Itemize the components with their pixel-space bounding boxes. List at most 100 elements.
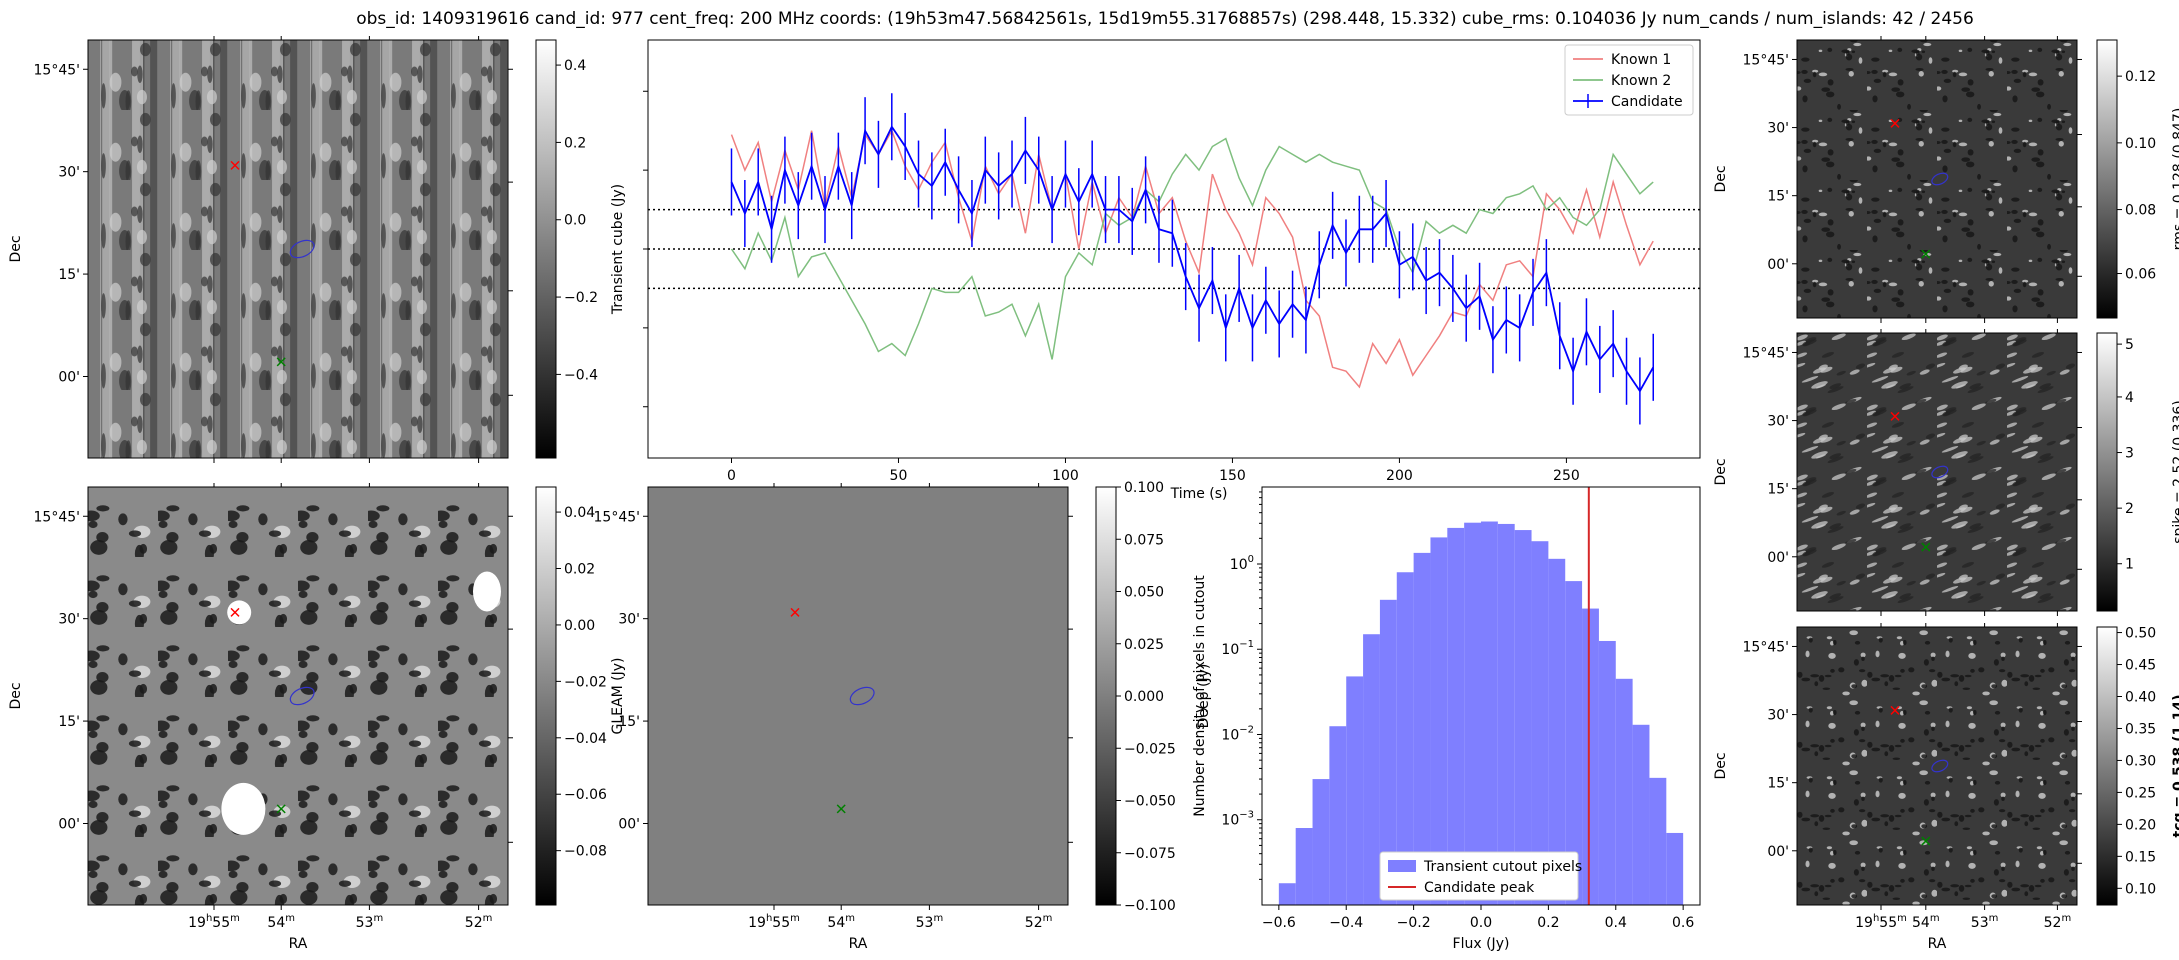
- histogram-bar: [1548, 558, 1566, 905]
- colorbar-label: Transient cube (Jy): [610, 184, 626, 315]
- dec-axis-label: Dec: [1713, 458, 1729, 485]
- histogram-bar: [1379, 599, 1397, 905]
- histogram-bar: [1598, 640, 1616, 905]
- colorbar-tick-label: 0.45: [2125, 658, 2156, 674]
- colorbar-label: tcg = 0.538 (1.14): [2171, 695, 2179, 838]
- known-source-2-marker: [276, 804, 286, 814]
- cutout-frame: [1796, 626, 2078, 906]
- y-tick-label: 10−3: [1221, 810, 1254, 829]
- cutout-frame: [87, 39, 509, 459]
- colorbar-label: rms = 0.128 (0.847): [2171, 108, 2179, 251]
- bright-source: [227, 600, 252, 625]
- x-tick-label: 200: [1386, 468, 1413, 484]
- known-source-2-marker: [1921, 249, 1931, 259]
- ra-tick-label: 52m: [2044, 913, 2072, 931]
- colorbar-tick-label: 0.50: [2125, 626, 2156, 642]
- histogram-bar: [1413, 552, 1431, 905]
- ra-tick-label: 19h55m: [748, 913, 800, 931]
- candidate-contour: [1931, 465, 1949, 479]
- series-line: [730, 125, 1654, 393]
- known-source-1-marker: [790, 607, 800, 617]
- dec-tick-label: 15': [1767, 482, 1789, 498]
- ra-tick-label: 53m: [356, 913, 384, 931]
- histogram-bar: [1481, 521, 1498, 905]
- colorbar-tick-label: 2: [2125, 501, 2134, 517]
- bright-source: [473, 571, 501, 612]
- figure-title: obs_id: 1409319616 cand_id: 977 cent_fre…: [356, 9, 1974, 29]
- colorbar-tick-label: 0.2: [564, 135, 586, 151]
- colorbar-tick-label: 5: [2125, 337, 2134, 353]
- series-line: [730, 137, 1654, 360]
- dec-tick-label: 15': [58, 267, 80, 283]
- dec-tick-label: 30': [58, 612, 80, 628]
- histogram-bar: [1329, 726, 1347, 905]
- ra-tick-label: 52m: [465, 913, 493, 931]
- legend-box: [1564, 44, 1694, 116]
- known-source-1-marker: [1890, 411, 1900, 421]
- colorbar-label: spike = 2.52 (0.336): [2171, 400, 2179, 544]
- known-source-1-marker: [230, 607, 240, 617]
- dec-tick-label: 15': [1767, 776, 1789, 792]
- dec-tick-label: 00': [1767, 257, 1789, 273]
- y-tick-label: 10−2: [1221, 724, 1254, 743]
- light-curve-panel: 0 50 100 150 200 250 Time (s) Known 1 Known 2 Can…: [643, 39, 1701, 502]
- colorbar-tick-label: 0.06: [2125, 267, 2156, 283]
- dec-tick-label: 15°45': [1743, 639, 1789, 655]
- colorbar-ramp: [535, 39, 557, 459]
- dec-tick-label: 00': [58, 369, 80, 385]
- dec-tick-label: 15°45': [34, 62, 80, 78]
- dec-tick-label: 00': [618, 816, 640, 832]
- legend-label: Transient cutout pixels: [1423, 859, 1582, 875]
- histogram-bar: [1514, 530, 1532, 905]
- colorbar-tick-label: 0.35: [2125, 721, 2156, 737]
- cutout-tcg: 15°45'30'15'00'19h55m 54m 53m 52mRADec0.500…: [1713, 623, 2179, 952]
- ra-axis-label: RA: [849, 936, 868, 952]
- cutout-rms: 15°45' 30' 15' 00' Dec 0.12 0.10 0.08 0.06 rms = …: [1713, 36, 2179, 323]
- dec-tick-label: 15': [618, 714, 640, 730]
- colorbar-tick-label: 0.100: [1124, 480, 1164, 496]
- candidate-contour: [1931, 172, 1949, 186]
- known-source-2-marker: [836, 804, 846, 814]
- histogram-bar: [1312, 779, 1330, 905]
- known-source-2-marker: [1921, 836, 1931, 846]
- colorbar-tick-label: −0.02: [564, 674, 607, 690]
- colorbar-tcg: 0.50 0.45 0.40 0.35 0.30 0.25 0.20 0.15 0.10 tcg …: [2096, 626, 2179, 906]
- ra-tick-label: 19h55m: [188, 913, 240, 931]
- colorbar-tick-label: −0.050: [1124, 794, 1176, 810]
- known-source-2-marker: [1921, 542, 1931, 552]
- cutout-deep: 15°45' 30' 15' 00' 19h55m 54m 53m 52m RA 0.100 0.0…: [594, 480, 1212, 952]
- colorbar-tick-label: −0.08: [564, 844, 607, 860]
- legend-label: Known 2: [1611, 73, 1671, 89]
- colorbar-tick-label: −0.04: [564, 731, 607, 747]
- legend-swatch: [1388, 860, 1416, 872]
- histogram-bar: [1582, 608, 1599, 905]
- y-tick-label: 100: [1230, 554, 1254, 573]
- series-known-2: [730, 137, 1654, 360]
- light-curve-legend: Known 1 Known 2 Candidate: [1564, 44, 1694, 116]
- colorbar-ramp: [1095, 486, 1117, 906]
- legend-box: [1379, 851, 1579, 901]
- dec-tick-label: 00': [1767, 550, 1789, 566]
- histogram-bar: [1295, 828, 1313, 905]
- histogram-bar: [1396, 572, 1414, 905]
- colorbar-label: Deep (Jy): [1196, 664, 1212, 729]
- dec-tick-label: 30': [58, 165, 80, 181]
- colorbar-rms: 0.12 0.10 0.08 0.06 rms = 0.128 (0.847): [2096, 39, 2179, 319]
- colorbar-tick-label: −0.2: [564, 290, 598, 306]
- histogram-bar: [1497, 523, 1515, 905]
- dec-tick-label: 15°45': [34, 509, 80, 525]
- cutout-image: [1797, 40, 2077, 318]
- dec-axis-label: Dec: [1713, 165, 1729, 192]
- histogram-bar: [1615, 678, 1633, 905]
- colorbar-tick-label: 0.000: [1124, 689, 1164, 705]
- colorbar-tick-label: 0.04: [564, 505, 595, 521]
- dec-axis-label: Dec: [8, 235, 24, 262]
- colorbar-tick-label: 0.050: [1124, 585, 1164, 601]
- colorbar-tick-label: −0.100: [1124, 898, 1176, 914]
- ra-tick-label: 54m: [1912, 913, 1940, 931]
- cutout-panels: 15°45' 30' 15' 00' Dec 0.4 0.2 0.0 −0.2 −0.4 Trans…: [8, 36, 2179, 952]
- colorbar-spike: 5 4 3 2 1 spike = 2.52 (0.336): [2096, 332, 2179, 612]
- colorbar-tick-label: 0.30: [2125, 753, 2156, 769]
- dec-tick-label: 15°45': [594, 509, 640, 525]
